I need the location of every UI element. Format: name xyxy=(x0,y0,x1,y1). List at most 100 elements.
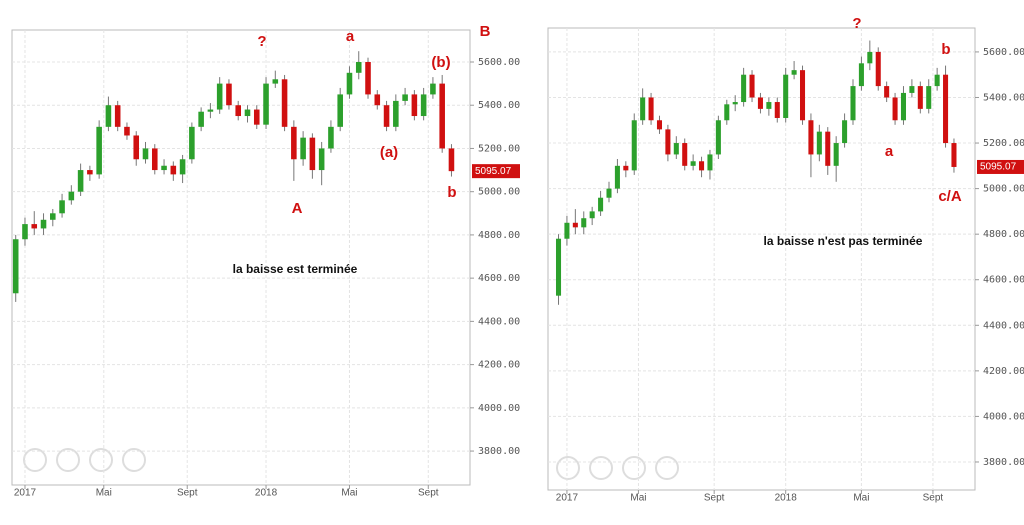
candle-body xyxy=(263,83,269,125)
candle-body xyxy=(216,83,223,110)
candle-body xyxy=(808,120,814,155)
x-tick-label: Mai xyxy=(853,493,869,504)
y-tick-label: 4200.00 xyxy=(478,360,520,371)
candle-body xyxy=(640,97,646,121)
y-tick-label: 5400.00 xyxy=(983,92,1024,103)
candle-body xyxy=(715,120,721,155)
candle-body xyxy=(943,74,949,144)
candle-body xyxy=(235,105,241,117)
candle-body xyxy=(724,104,730,121)
wave-label: A xyxy=(292,200,303,217)
candle-body xyxy=(614,165,620,189)
candle-body xyxy=(383,105,390,127)
candle-body xyxy=(917,86,923,109)
candle-body xyxy=(226,83,232,106)
candle-body xyxy=(281,79,288,127)
candle-body xyxy=(799,70,806,121)
wave-label: (b) xyxy=(431,54,450,71)
candle-body xyxy=(365,61,371,95)
candle-body xyxy=(59,200,65,214)
candle-body xyxy=(318,148,325,171)
y-tick-label: 5000.00 xyxy=(478,187,520,198)
candle-body xyxy=(699,161,705,171)
comment: la baisse n'est pas terminée xyxy=(764,234,923,248)
x-tick-label: 2018 xyxy=(775,493,798,504)
y-tick-label: 4400.00 xyxy=(478,316,520,327)
candle-body xyxy=(867,51,873,64)
candle-body xyxy=(623,165,629,171)
y-tick-label: 5400.00 xyxy=(478,100,520,111)
candle-body xyxy=(124,126,130,136)
candle-body xyxy=(161,165,167,171)
wave-label: ? xyxy=(852,15,861,32)
candle-body xyxy=(606,188,612,198)
candle-body xyxy=(253,109,260,125)
candle-body xyxy=(892,97,898,121)
y-tick-label: 4000.00 xyxy=(983,411,1024,422)
comment: la baisse est terminée xyxy=(233,262,358,276)
candle-body xyxy=(816,131,822,155)
candle-body xyxy=(673,143,679,155)
candle-body xyxy=(355,61,362,73)
candle-body xyxy=(732,102,738,105)
candle-body xyxy=(631,120,637,171)
candle-body xyxy=(337,94,343,127)
candle-body xyxy=(833,143,839,166)
x-tick-label: Mai xyxy=(341,488,357,499)
x-tick-label: Sept xyxy=(923,493,944,504)
y-tick-label: 5200.00 xyxy=(478,143,520,154)
wave-label: b xyxy=(941,41,950,58)
candle-body xyxy=(114,105,121,127)
candle-body xyxy=(598,197,604,212)
candle-body xyxy=(690,161,696,166)
candle-body xyxy=(875,51,881,87)
candle-body xyxy=(589,211,595,219)
y-tick-label: 4800.00 xyxy=(983,229,1024,240)
y-tick-label: 4200.00 xyxy=(983,366,1024,377)
candle-body xyxy=(393,100,399,127)
candle-body xyxy=(909,86,915,93)
candle-body xyxy=(151,148,158,171)
candle-body xyxy=(850,86,856,121)
price-tag-box xyxy=(472,164,520,179)
x-tick-label: Sept xyxy=(418,488,439,499)
candle-body xyxy=(900,92,907,121)
y-tick-label: 3800.00 xyxy=(983,457,1024,468)
y-tick-label: 4800.00 xyxy=(478,230,520,241)
candle-body xyxy=(665,129,671,155)
candle-body xyxy=(374,94,381,106)
candle-body xyxy=(766,102,772,109)
candle-body xyxy=(774,102,780,118)
candle-body xyxy=(884,86,890,98)
y-tick-label: 4000.00 xyxy=(478,403,520,414)
x-tick-label: 2017 xyxy=(14,488,37,499)
candle-body xyxy=(96,126,102,175)
y-tick-label: 3800.00 xyxy=(478,446,520,457)
candle-body xyxy=(648,97,654,121)
candle-body xyxy=(682,143,688,166)
x-tick-label: Sept xyxy=(704,493,725,504)
candle-body xyxy=(926,86,932,109)
candle-body xyxy=(656,120,663,130)
candle-body xyxy=(934,74,940,87)
candle-body xyxy=(22,224,28,240)
candle-body xyxy=(420,94,427,117)
candle-body xyxy=(291,126,297,160)
candle-body xyxy=(951,143,957,167)
candle-body xyxy=(189,126,195,160)
zoom-controls-right[interactable] xyxy=(556,456,679,480)
x-tick-label: Mai xyxy=(630,493,646,504)
x-tick-label: Mai xyxy=(96,488,112,499)
candle-body xyxy=(68,191,75,201)
zoom-controls-left[interactable] xyxy=(23,448,146,472)
candle-body xyxy=(346,72,353,95)
candle-body xyxy=(50,213,56,220)
candle-body xyxy=(77,170,84,192)
y-tick-label: 5200.00 xyxy=(983,138,1024,149)
candle-body xyxy=(207,109,214,112)
candle-body xyxy=(858,63,864,87)
candle-body xyxy=(439,83,445,149)
y-tick-label: 4400.00 xyxy=(983,320,1024,331)
candle-body xyxy=(448,148,455,172)
